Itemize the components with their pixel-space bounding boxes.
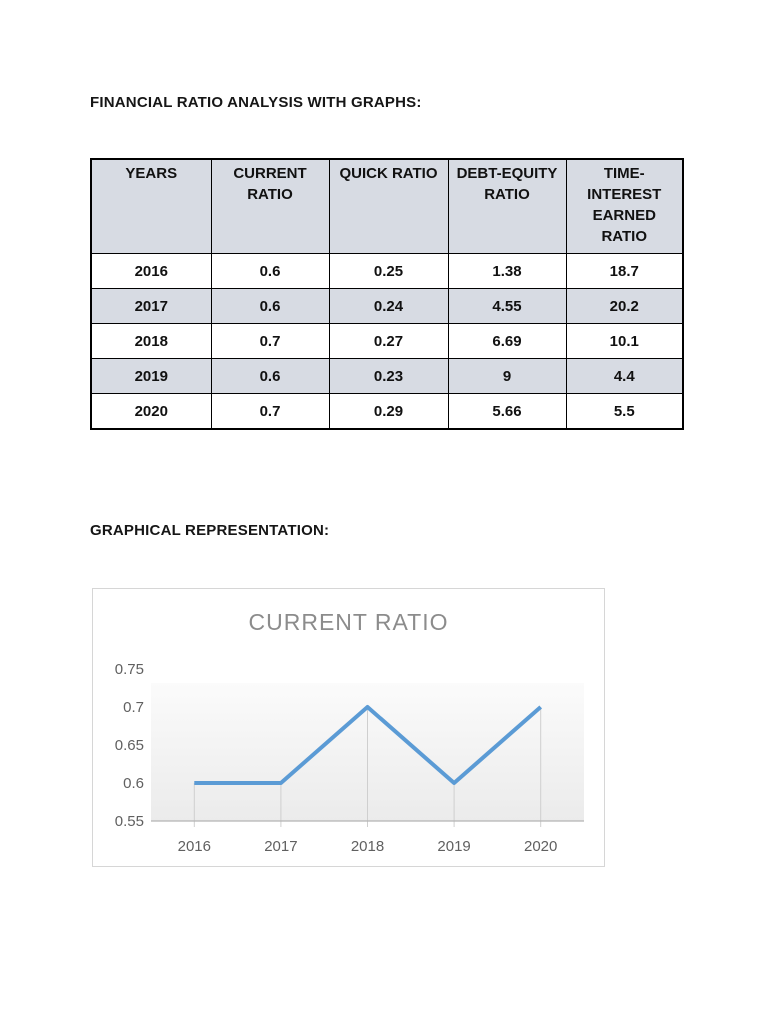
table-cell: 0.6 — [210, 253, 330, 289]
table-cell: 0.25 — [328, 253, 449, 289]
column-header: QUICK RATIO — [328, 158, 449, 254]
y-axis-tick-label: 0.75 — [115, 661, 144, 678]
table-cell: 10.1 — [565, 323, 684, 359]
x-axis-tick-label: 2020 — [524, 838, 557, 855]
x-axis-tick-label: 2018 — [351, 838, 384, 855]
y-axis-tick-label: 0.65 — [115, 737, 144, 754]
table-cell: 5.5 — [565, 393, 684, 430]
table-cell: 9 — [447, 358, 567, 394]
table-row: 2018 0.7 0.27 6.69 10.1 — [90, 323, 684, 359]
line-chart-canvas: 0.55 0.6 0.65 0.7 0.75 2016 2017 2018 2019 2020 — [115, 661, 584, 855]
table-cell: 0.27 — [328, 323, 449, 359]
financial-ratio-table: YEARS CURRENT RATIO QUICK RATIO DEBT-EQUITY… — [90, 158, 684, 430]
section-heading-financial-ratio: FINANCIAL RATIO ANALYSIS WITH GRAPHS: — [90, 94, 422, 111]
x-axis-tick-label: 2016 — [178, 838, 211, 855]
section-heading-graphical-representation: GRAPHICAL REPRESENTATION: — [90, 522, 330, 539]
table-cell: 0.29 — [328, 393, 449, 430]
table-cell: 4.55 — [447, 288, 567, 324]
table-row: 2020 0.7 0.29 5.66 5.5 — [90, 393, 684, 430]
table-cell: 2016 — [90, 253, 212, 289]
table-cell: 0.6 — [210, 358, 330, 394]
table-cell: 1.38 — [447, 253, 567, 289]
table-cell: 2019 — [90, 358, 212, 394]
table-cell: 2018 — [90, 323, 212, 359]
table-cell: 0.6 — [210, 288, 330, 324]
column-header: TIME- INTEREST EARNED RATIO — [565, 158, 684, 254]
table-header-row: YEARS CURRENT RATIO QUICK RATIO DEBT-EQUITY… — [90, 158, 684, 254]
y-axis-tick-label: 0.7 — [123, 699, 144, 716]
table-cell: 0.7 — [210, 393, 330, 430]
x-axis-tick-label: 2019 — [437, 838, 470, 855]
table-cell: 0.7 — [210, 323, 330, 359]
table-cell: 2020 — [90, 393, 212, 430]
column-header: DEBT-EQUITY RATIO — [447, 158, 567, 254]
table-row: 2017 0.6 0.24 4.55 20.2 — [90, 288, 684, 324]
table-cell: 2017 — [90, 288, 212, 324]
table-cell: 0.24 — [328, 288, 449, 324]
chart-title: CURRENT RATIO — [248, 609, 449, 635]
table-cell: 6.69 — [447, 323, 567, 359]
column-header: YEARS — [90, 158, 212, 254]
table-cell: 18.7 — [565, 253, 684, 289]
table-cell: 0.23 — [328, 358, 449, 394]
table-row: 2019 0.6 0.23 9 4.4 — [90, 358, 684, 394]
table-cell: 4.4 — [565, 358, 684, 394]
y-axis-tick-label: 0.6 — [123, 775, 144, 792]
column-header: CURRENT RATIO — [210, 158, 330, 254]
x-axis-tick-label: 2017 — [264, 838, 297, 855]
table-row: 2016 0.6 0.25 1.38 18.7 — [90, 253, 684, 289]
series-line-current-ratio — [194, 705, 543, 785]
table-cell: 20.2 — [565, 288, 684, 324]
current-ratio-chart: CURRENT RATIO 0.55 0.6 0.65 0.7 0.75 2016 2017… — [92, 588, 605, 867]
table-cell: 5.66 — [447, 393, 567, 430]
y-axis-tick-label: 0.55 — [115, 813, 144, 830]
